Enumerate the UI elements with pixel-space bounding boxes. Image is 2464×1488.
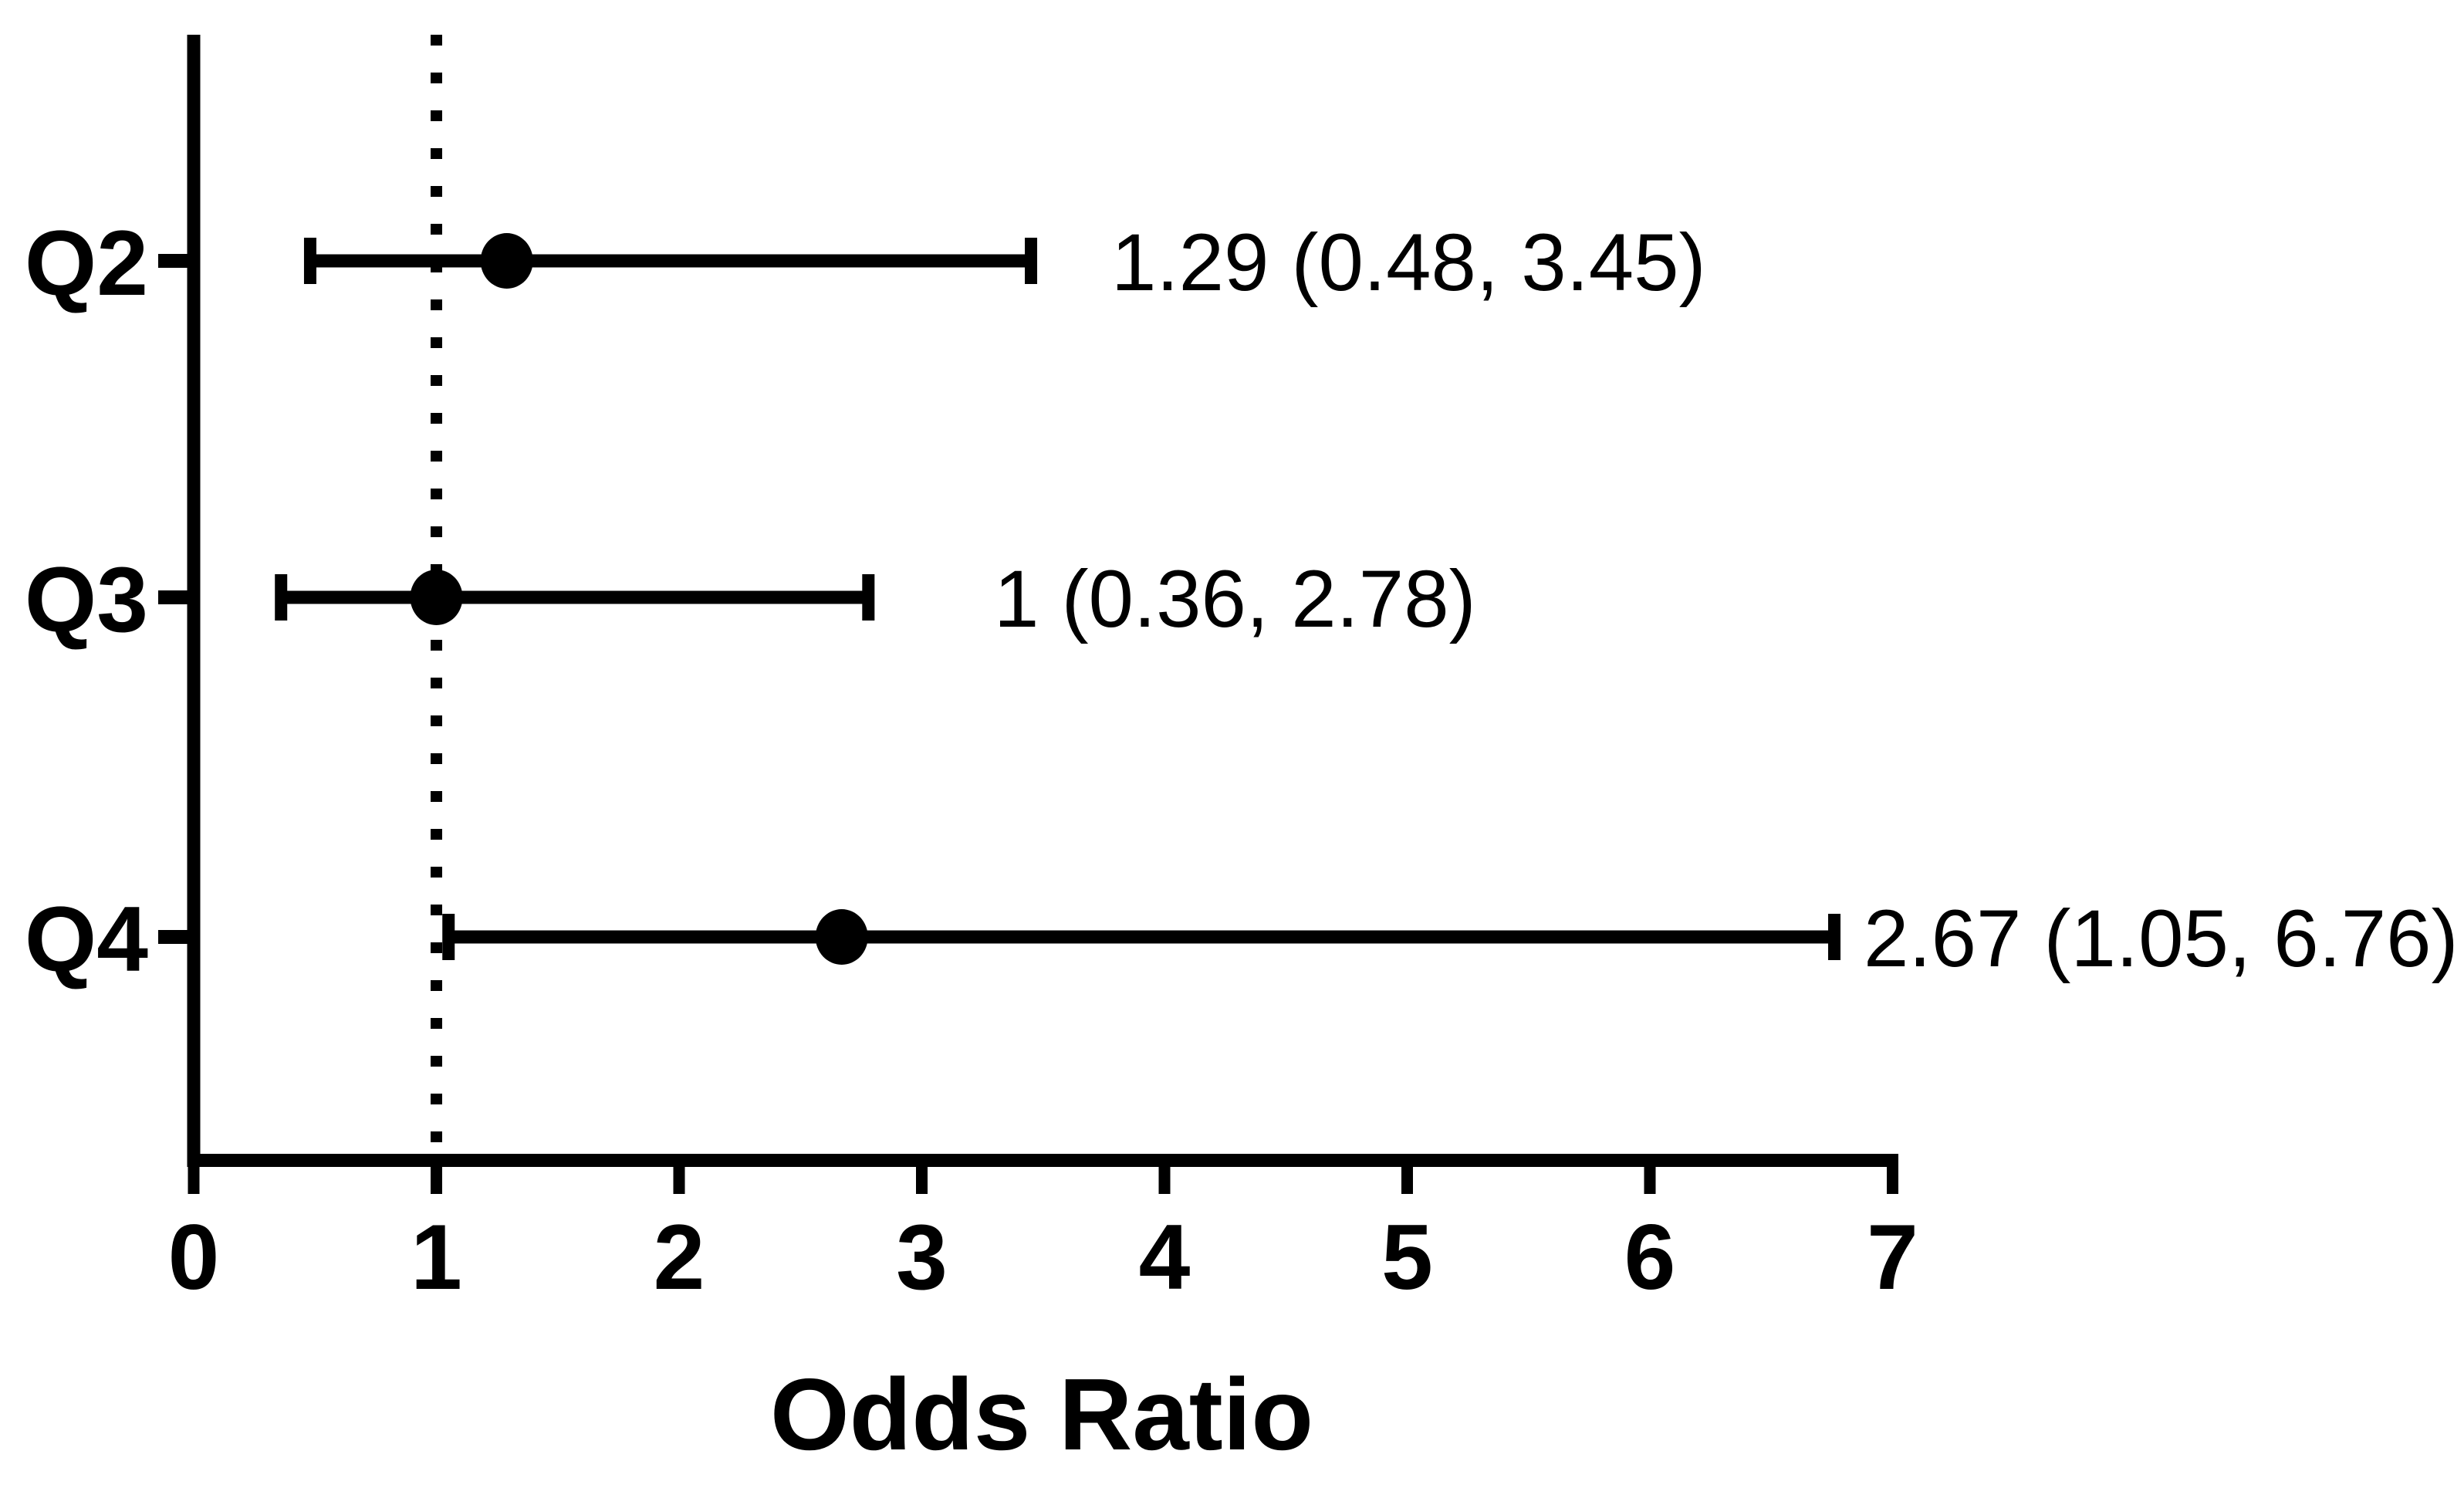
x-axis-tick-label: 7 bbox=[1867, 1206, 1918, 1309]
estimate-ci-annotation: 2.67 (1.05, 6.76) bbox=[1864, 894, 2459, 984]
x-axis-tick-label: 3 bbox=[896, 1206, 948, 1309]
row-label: Q4 bbox=[25, 888, 148, 991]
row-label: Q3 bbox=[25, 548, 148, 651]
row-label: Q2 bbox=[25, 211, 148, 315]
x-axis-tick-label: 6 bbox=[1624, 1206, 1676, 1309]
estimate-marker bbox=[480, 233, 533, 289]
x-axis-tick-label: 1 bbox=[411, 1206, 462, 1309]
estimate-ci-annotation: 1.29 (0.48, 3.45) bbox=[1111, 218, 1706, 308]
x-axis-title: Odds Ratio bbox=[770, 1358, 1313, 1471]
x-axis-tick-label: 2 bbox=[654, 1206, 705, 1309]
x-axis-tick-label: 5 bbox=[1381, 1206, 1433, 1309]
estimate-marker bbox=[410, 570, 463, 625]
estimate-marker bbox=[815, 909, 868, 965]
x-axis-tick-label: 4 bbox=[1139, 1206, 1191, 1309]
estimate-ci-annotation: 1 (0.36, 2.78) bbox=[994, 554, 1476, 644]
x-axis-tick-label: 0 bbox=[168, 1206, 220, 1309]
